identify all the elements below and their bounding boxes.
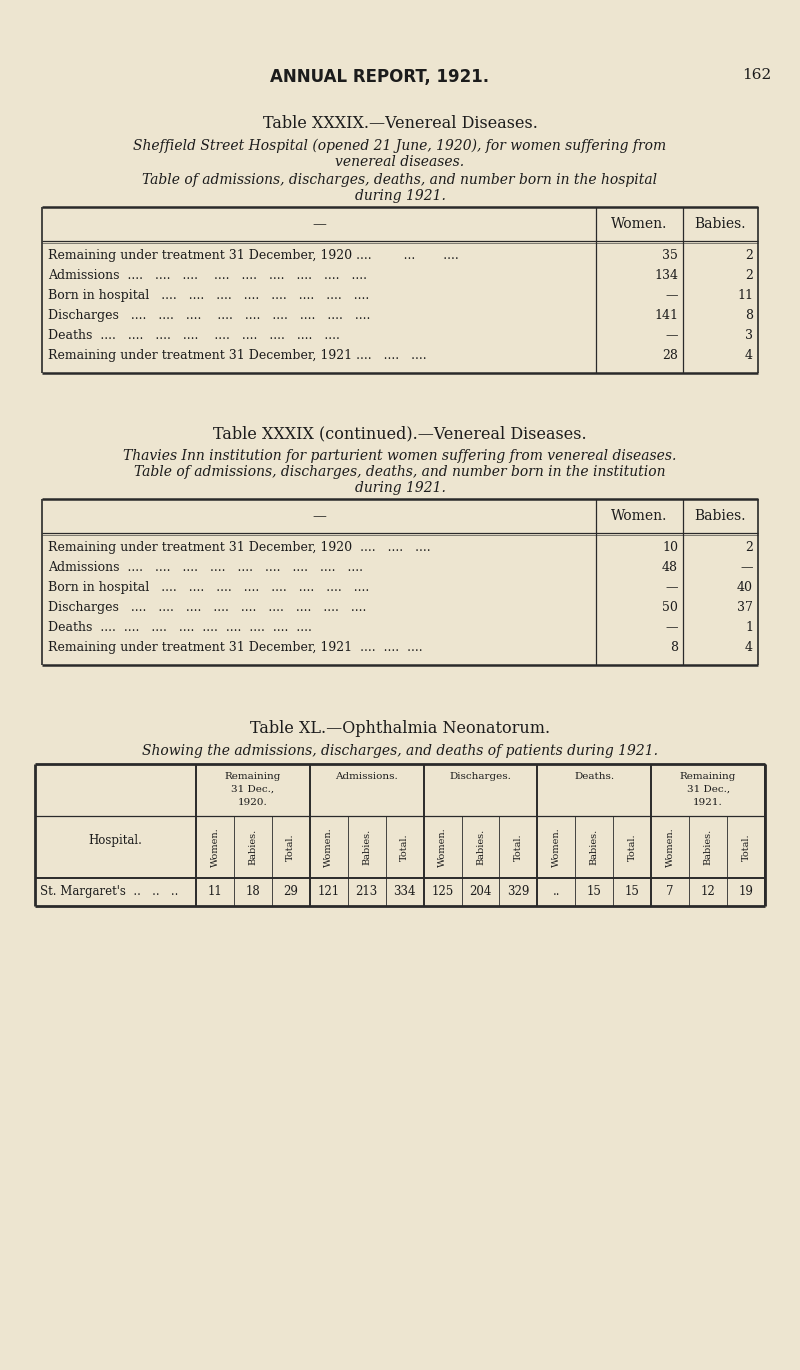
Text: —: — bbox=[666, 621, 678, 634]
Text: Remaining under treatment 31 December, 1920 ....        ...       ....: Remaining under treatment 31 December, 1… bbox=[48, 249, 458, 262]
Text: ..: .. bbox=[553, 885, 560, 897]
Text: —: — bbox=[666, 581, 678, 595]
Text: 19: 19 bbox=[738, 885, 754, 897]
Text: Babies.: Babies. bbox=[694, 510, 746, 523]
Text: venereal diseases.: venereal diseases. bbox=[335, 155, 465, 169]
Text: 10: 10 bbox=[662, 541, 678, 553]
Text: Remaining under treatment 31 December, 1920  ....   ....   ....: Remaining under treatment 31 December, 1… bbox=[48, 541, 430, 553]
Text: Women.: Women. bbox=[611, 510, 668, 523]
Text: 29: 29 bbox=[283, 885, 298, 897]
Text: 1921.: 1921. bbox=[694, 797, 723, 807]
Text: Discharges   ....   ....   ....    ....   ....   ....   ....   ....   ....: Discharges .... .... .... .... .... ....… bbox=[48, 310, 370, 322]
Text: Admissions.: Admissions. bbox=[335, 773, 398, 781]
Text: —: — bbox=[312, 216, 326, 232]
Text: Table of admissions, discharges, deaths, and number born in the hospital: Table of admissions, discharges, deaths,… bbox=[142, 173, 658, 186]
Text: Babies.: Babies. bbox=[590, 829, 598, 864]
Text: Women.: Women. bbox=[210, 827, 219, 867]
Text: —: — bbox=[741, 560, 753, 574]
Text: Remaining: Remaining bbox=[225, 773, 281, 781]
Text: 329: 329 bbox=[507, 885, 530, 897]
Text: 1920.: 1920. bbox=[238, 797, 268, 807]
Text: —: — bbox=[312, 510, 326, 523]
Text: Total.: Total. bbox=[628, 833, 637, 860]
Text: 40: 40 bbox=[737, 581, 753, 595]
Text: Table XXXIX (continued).—Venereal Diseases.: Table XXXIX (continued).—Venereal Diseas… bbox=[213, 425, 587, 443]
Text: Discharges.: Discharges. bbox=[450, 773, 511, 781]
Text: 334: 334 bbox=[394, 885, 416, 897]
Text: 4: 4 bbox=[745, 641, 753, 653]
Text: 8: 8 bbox=[670, 641, 678, 653]
Text: ANNUAL REPORT, 1921.: ANNUAL REPORT, 1921. bbox=[270, 68, 489, 86]
Text: Deaths  ....   ....   ....   ....    ....   ....   ....   ....   ....: Deaths .... .... .... .... .... .... ...… bbox=[48, 329, 340, 342]
Text: Babies.: Babies. bbox=[694, 216, 746, 232]
Text: Total.: Total. bbox=[400, 833, 409, 860]
Text: during 1921.: during 1921. bbox=[354, 481, 446, 495]
Text: Babies.: Babies. bbox=[704, 829, 713, 864]
Text: 162: 162 bbox=[742, 68, 771, 82]
Text: Women.: Women. bbox=[552, 827, 561, 867]
Text: 15: 15 bbox=[625, 885, 640, 897]
Text: Sheffield Street Hospital (opened 21 June, 1920), for women suffering from: Sheffield Street Hospital (opened 21 Jun… bbox=[134, 138, 666, 153]
Text: 2: 2 bbox=[745, 269, 753, 282]
Text: —: — bbox=[666, 289, 678, 301]
Text: Born in hospital   ....   ....   ....   ....   ....   ....   ....   ....: Born in hospital .... .... .... .... ...… bbox=[48, 289, 370, 301]
Text: 18: 18 bbox=[246, 885, 260, 897]
Text: St. Margaret's  ..   ..   ..: St. Margaret's .. .. .. bbox=[40, 885, 178, 897]
Text: 4: 4 bbox=[745, 349, 753, 362]
Text: Babies.: Babies. bbox=[248, 829, 258, 864]
Text: 50: 50 bbox=[662, 601, 678, 614]
Text: Admissions  ....   ....   ....   ....   ....   ....   ....   ....   ....: Admissions .... .... .... .... .... ....… bbox=[48, 560, 363, 574]
Text: —: — bbox=[666, 329, 678, 342]
Text: Remaining under treatment 31 December, 1921 ....   ....   ....: Remaining under treatment 31 December, 1… bbox=[48, 349, 426, 362]
Text: 141: 141 bbox=[654, 310, 678, 322]
Text: Women.: Women. bbox=[438, 827, 447, 867]
Text: 12: 12 bbox=[701, 885, 715, 897]
Text: Showing the admissions, discharges, and deaths of patients during 1921.: Showing the admissions, discharges, and … bbox=[142, 744, 658, 758]
Text: Remaining under treatment 31 December, 1921  ....  ....  ....: Remaining under treatment 31 December, 1… bbox=[48, 641, 422, 653]
Text: 35: 35 bbox=[662, 249, 678, 262]
Text: Babies.: Babies. bbox=[362, 829, 371, 864]
Text: Admissions  ....   ....   ....    ....   ....   ....   ....   ....   ....: Admissions .... .... .... .... .... ....… bbox=[48, 269, 367, 282]
Text: Table XXXIX.—Venereal Diseases.: Table XXXIX.—Venereal Diseases. bbox=[262, 115, 538, 132]
Text: 7: 7 bbox=[666, 885, 674, 897]
Text: Hospital.: Hospital. bbox=[89, 834, 142, 847]
Text: 11: 11 bbox=[737, 289, 753, 301]
Text: 125: 125 bbox=[431, 885, 454, 897]
Text: Total.: Total. bbox=[742, 833, 750, 860]
Text: Deaths  ....  ....   ....   ....  ....  ....  ....  ....  ....: Deaths .... .... .... .... .... .... ...… bbox=[48, 621, 312, 634]
Text: 121: 121 bbox=[318, 885, 340, 897]
Text: Total.: Total. bbox=[286, 833, 295, 860]
Text: 8: 8 bbox=[745, 310, 753, 322]
Text: Total.: Total. bbox=[514, 833, 523, 860]
Text: 31 Dec.,: 31 Dec., bbox=[686, 785, 730, 795]
Text: 48: 48 bbox=[662, 560, 678, 574]
Text: Women.: Women. bbox=[324, 827, 334, 867]
Text: 134: 134 bbox=[654, 269, 678, 282]
Text: Women.: Women. bbox=[666, 827, 674, 867]
Text: 204: 204 bbox=[470, 885, 492, 897]
Text: Remaining: Remaining bbox=[680, 773, 736, 781]
Text: Table of admissions, discharges, deaths, and number born in the institution: Table of admissions, discharges, deaths,… bbox=[134, 464, 666, 479]
Text: Table XL.—Ophthalmia Neonatorum.: Table XL.—Ophthalmia Neonatorum. bbox=[250, 721, 550, 737]
Text: 1: 1 bbox=[745, 621, 753, 634]
Text: 28: 28 bbox=[662, 349, 678, 362]
Text: 3: 3 bbox=[745, 329, 753, 342]
Text: 11: 11 bbox=[207, 885, 222, 897]
Text: Thavies Inn institution for parturient women suffering from venereal diseases.: Thavies Inn institution for parturient w… bbox=[123, 449, 677, 463]
Text: 2: 2 bbox=[745, 541, 753, 553]
Text: 15: 15 bbox=[587, 885, 602, 897]
Text: Women.: Women. bbox=[611, 216, 668, 232]
Text: during 1921.: during 1921. bbox=[354, 189, 446, 203]
Text: Born in hospital   ....   ....   ....   ....   ....   ....   ....   ....: Born in hospital .... .... .... .... ...… bbox=[48, 581, 370, 595]
Text: Discharges   ....   ....   ....   ....   ....   ....   ....   ....   ....: Discharges .... .... .... .... .... ....… bbox=[48, 601, 366, 614]
Text: Babies.: Babies. bbox=[476, 829, 485, 864]
Text: 2: 2 bbox=[745, 249, 753, 262]
Text: 31 Dec.,: 31 Dec., bbox=[231, 785, 274, 795]
Text: 213: 213 bbox=[355, 885, 378, 897]
Text: 37: 37 bbox=[737, 601, 753, 614]
Text: Deaths.: Deaths. bbox=[574, 773, 614, 781]
